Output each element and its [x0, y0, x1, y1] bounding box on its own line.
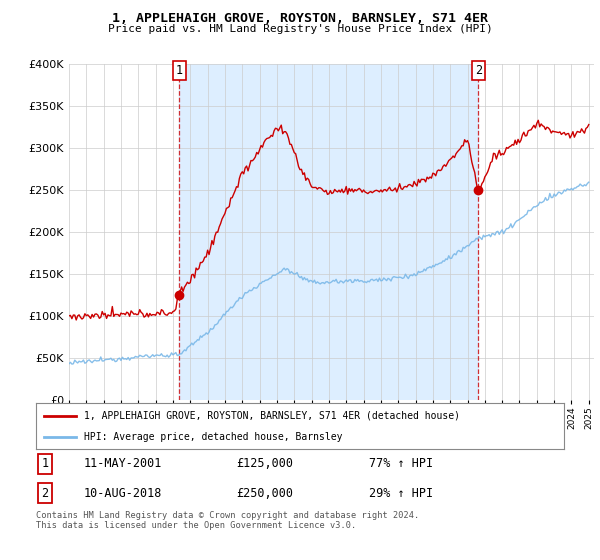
Text: 77% ↑ HPI: 77% ↑ HPI: [368, 458, 433, 470]
Text: 1: 1: [41, 458, 49, 470]
Bar: [179, 64, 478, 400]
Text: Price paid vs. HM Land Registry's House Price Index (HPI): Price paid vs. HM Land Registry's House …: [107, 24, 493, 34]
Text: 1, APPLEHAIGH GROVE, ROYSTON, BARNSLEY, S71 4ER (detached house): 1, APPLEHAIGH GROVE, ROYSTON, BARNSLEY, …: [83, 410, 460, 421]
Text: 1, APPLEHAIGH GROVE, ROYSTON, BARNSLEY, S71 4ER: 1, APPLEHAIGH GROVE, ROYSTON, BARNSLEY, …: [112, 12, 488, 25]
Text: 11-MAY-2001: 11-MAY-2001: [83, 458, 162, 470]
Text: 1: 1: [176, 64, 183, 77]
Text: £250,000: £250,000: [236, 487, 293, 500]
Text: HPI: Average price, detached house, Barnsley: HPI: Average price, detached house, Barn…: [83, 432, 342, 442]
Text: 2: 2: [475, 64, 482, 77]
Text: 10-AUG-2018: 10-AUG-2018: [83, 487, 162, 500]
Text: 2: 2: [41, 487, 49, 500]
Text: 29% ↑ HPI: 29% ↑ HPI: [368, 487, 433, 500]
Text: Contains HM Land Registry data © Crown copyright and database right 2024.
This d: Contains HM Land Registry data © Crown c…: [36, 511, 419, 530]
Text: £125,000: £125,000: [236, 458, 293, 470]
